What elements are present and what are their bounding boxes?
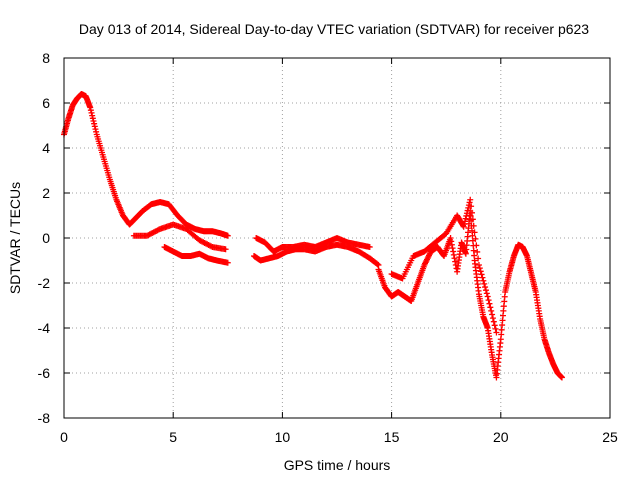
data-point [486, 300, 493, 307]
data-point [466, 199, 473, 206]
x-tick-label: 15 [384, 429, 400, 445]
data-point [460, 223, 467, 230]
y-tick-label: 8 [42, 50, 50, 66]
data-point [558, 374, 565, 381]
data-point [475, 262, 482, 268]
data-point [451, 255, 458, 262]
x-tick-label: 0 [60, 429, 68, 445]
data-point [491, 322, 498, 329]
data-point [89, 112, 96, 119]
data-point [477, 268, 484, 275]
data-point [91, 123, 98, 130]
data-point [493, 329, 500, 336]
series-mid-upper [253, 235, 373, 255]
y-tick-label: -8 [38, 410, 51, 426]
data-point [480, 277, 487, 284]
data-point [366, 244, 373, 250]
data-point [475, 255, 482, 262]
data-point [469, 216, 476, 223]
data-point [89, 115, 96, 122]
data-point [489, 311, 496, 318]
data-point [448, 241, 455, 248]
data-point [87, 104, 94, 111]
data-point [87, 107, 94, 114]
plot-frame [63, 57, 611, 419]
data-point [484, 293, 491, 300]
data-point [470, 222, 477, 229]
series-late-trace [375, 208, 565, 381]
data-point [461, 218, 468, 225]
data-point [222, 246, 229, 253]
data-point [452, 258, 459, 265]
data-point [422, 259, 429, 266]
data-point [374, 261, 381, 268]
data-point [90, 118, 97, 124]
data-point [450, 251, 457, 258]
y-tick-label: 0 [42, 230, 50, 246]
data-point [448, 238, 455, 245]
data-point [473, 242, 480, 249]
y-tick-label: 4 [42, 140, 50, 156]
data-point [461, 221, 468, 228]
data-point [464, 207, 471, 214]
data-point [450, 248, 457, 255]
y-tick-label: -2 [38, 275, 51, 291]
data-point [482, 287, 489, 294]
data-point [471, 229, 478, 236]
data-point [481, 280, 488, 287]
data-point [463, 212, 470, 219]
data-point [462, 215, 469, 222]
data-point [91, 120, 98, 127]
data-point [425, 253, 432, 260]
data-point [478, 271, 485, 278]
y-tick-label: -4 [38, 320, 51, 336]
data-point [490, 318, 497, 325]
data-point [489, 315, 496, 322]
data-point [426, 251, 433, 258]
chart-title: Day 013 of 2014, Sidereal Day-to-day VTE… [79, 21, 589, 37]
series-drop-branch [161, 244, 231, 266]
data-point [88, 109, 95, 116]
data-point [449, 245, 456, 252]
data-point [467, 196, 474, 203]
data-point [92, 126, 99, 133]
series-main-trace [61, 91, 231, 239]
x-tick-label: 25 [602, 429, 618, 445]
data-point [483, 290, 490, 297]
series-late-upper [388, 196, 500, 336]
data-point [479, 274, 486, 281]
y-tick-label: 6 [42, 95, 50, 111]
data-point [224, 232, 231, 239]
data-point [472, 235, 479, 242]
x-axis-label: GPS time / hours [284, 457, 391, 473]
x-tick-label: 20 [493, 429, 509, 445]
series-lower-band [130, 221, 229, 253]
y-tick-label: 2 [42, 185, 50, 201]
data-point [224, 259, 231, 266]
data-point [487, 304, 494, 311]
data-point [488, 307, 495, 314]
y-axis-label: SDTVAR / TECUs [7, 182, 23, 294]
x-tick-label: 10 [275, 429, 291, 445]
data-point [492, 325, 499, 332]
data-point [485, 297, 492, 304]
data-point [468, 203, 475, 210]
data-points [61, 91, 565, 381]
data-point [482, 284, 489, 291]
data-point [474, 248, 481, 255]
x-tick-label: 5 [169, 429, 177, 445]
data-point [468, 209, 475, 216]
data-point [463, 210, 470, 217]
y-tick-label: -6 [38, 365, 51, 381]
data-point [93, 128, 100, 135]
data-point [476, 265, 483, 272]
data-point [447, 235, 454, 241]
